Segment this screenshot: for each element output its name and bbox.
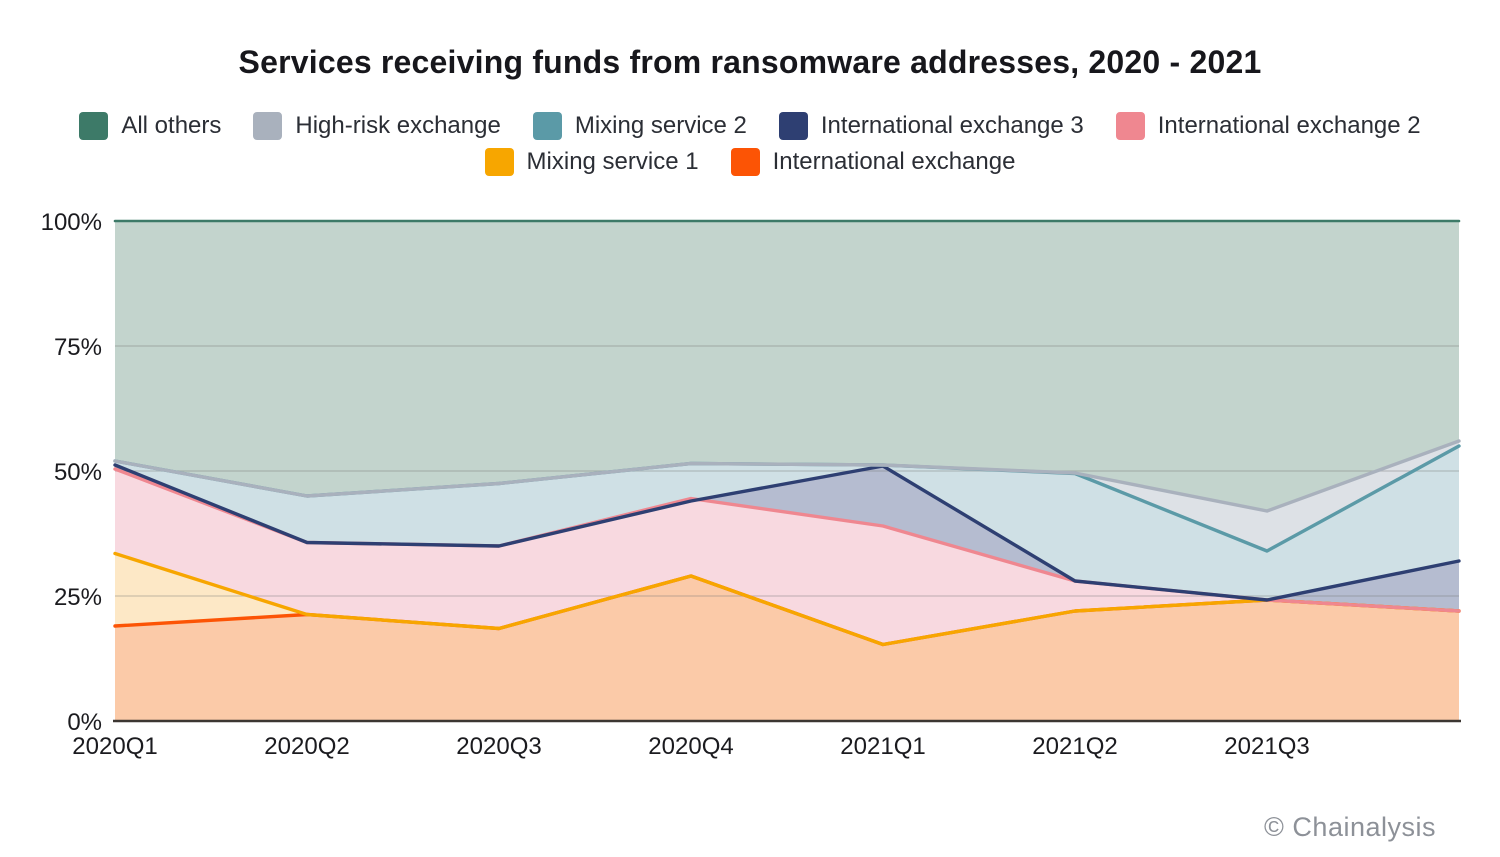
area-fill-international-exchange [115, 576, 1459, 721]
series-line-international-exchange-3 [113, 463, 1461, 602]
legend-swatch-high-risk-exchange [253, 112, 283, 140]
y-tick-label-25%: 25% [54, 584, 102, 611]
y-tick-label-0%: 0% [67, 709, 102, 736]
legend-item-international-exchange: International exchange [730, 148, 1016, 176]
legend-label-international-exchange: International exchange [772, 148, 1016, 175]
legend-swatch-international-exchange-3 [778, 112, 808, 140]
legend-swatch-mixing-service-1 [484, 148, 514, 176]
legend-label-mixing-service-1: Mixing service 1 [526, 148, 699, 175]
legend-swatch-mixing-service-2 [532, 112, 562, 140]
legend-row-1: All others High-risk exchange Mixing servi… [0, 112, 1500, 140]
legend-label-mixing-service-2: Mixing service 2 [574, 112, 747, 139]
x-tick-label-2020Q3: 2020Q3 [456, 733, 541, 760]
y-tick-label-50%: 50% [54, 459, 102, 486]
legend-item-international-exchange-3: International exchange 3 [778, 112, 1084, 140]
legend-label-high-risk-exchange: High-risk exchange [295, 112, 501, 139]
series-line-high-risk-exchange [113, 439, 1461, 513]
legend-item-all-others: All others [79, 112, 221, 140]
y-tick-label-75%: 75% [54, 334, 102, 361]
legend-label-all-others: All others [121, 112, 222, 139]
legend-item-international-exchange-2: International exchange 2 [1115, 112, 1421, 140]
legend-item-mixing-service-1: Mixing service 1 [484, 148, 699, 176]
x-tick-label-2020Q1: 2020Q1 [72, 733, 157, 760]
chart-title: Services receiving funds from ransomware… [238, 44, 1262, 80]
x-tick-label-2021Q1: 2021Q1 [840, 733, 925, 760]
legend-item-high-risk-exchange: High-risk exchange [253, 112, 501, 140]
x-tick-label-2021Q3: 2021Q3 [1224, 733, 1309, 760]
legend-item-mixing-service-2: Mixing service 2 [532, 112, 747, 140]
y-tick-label-100%: 100% [41, 209, 102, 236]
legend-swatch-international-exchange [730, 148, 760, 176]
legend-label-international-exchange-3: International exchange 3 [820, 112, 1084, 139]
x-tick-label-2020Q4: 2020Q4 [648, 733, 733, 760]
series-line-mixing-service-1 [113, 551, 1461, 647]
x-tick-label-2021Q2: 2021Q2 [1032, 733, 1117, 760]
legend-row-2: Mixing service 1 International exchange [0, 148, 1500, 176]
legend-swatch-all-others [79, 112, 109, 140]
chainalysis-watermark: © Chainalysis [1264, 812, 1436, 842]
legend-label-international-exchange-2: International exchange 2 [1157, 112, 1421, 139]
legend-swatch-international-exchange-2 [1115, 112, 1145, 140]
x-tick-label-2020Q2: 2020Q2 [264, 733, 349, 760]
